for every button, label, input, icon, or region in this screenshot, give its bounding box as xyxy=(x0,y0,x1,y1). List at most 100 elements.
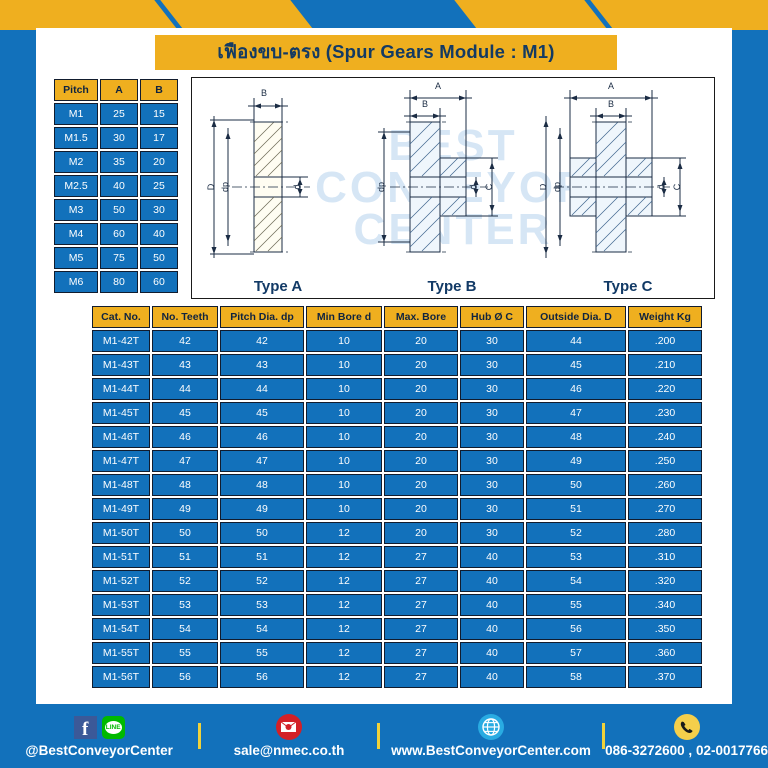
spec-cell-min-bore: 10 xyxy=(306,426,382,448)
footer-phone[interactable]: 086-3272600 , 02-0017766 xyxy=(605,704,768,768)
spec-cell-cat-no: M1-45T xyxy=(92,402,150,424)
top-chevron-band xyxy=(0,0,768,30)
dim-label-b: B xyxy=(422,99,428,109)
spec-cell-hub-dia: 30 xyxy=(460,474,524,496)
spec-cell-cat-no: M1-50T xyxy=(92,522,150,544)
spec-cell-max-bore: 20 xyxy=(384,498,458,520)
spec-cell-weight: .350 xyxy=(628,618,702,640)
table-row: M1-46T 46 46 10 20 30 48.240 xyxy=(92,426,702,448)
table-row: M4 60 40 xyxy=(54,223,178,245)
footer-divider xyxy=(376,723,380,749)
spec-cell-max-bore: 20 xyxy=(384,330,458,352)
table-row: M2.5 40 25 xyxy=(54,175,178,197)
spec-cell-max-bore: 27 xyxy=(384,618,458,640)
dim-label-a: A xyxy=(435,81,441,91)
line-icon[interactable]: LINE xyxy=(101,715,125,739)
spec-cell-hub-dia: 30 xyxy=(460,378,524,400)
spec-cell-max-bore: 27 xyxy=(384,570,458,592)
pitch-cell: 60 xyxy=(100,223,138,245)
spec-cell-pitch-dia: 48 xyxy=(220,474,304,496)
pitch-table: Pitch A B M1 25 15 M1.5 30 xyxy=(52,77,180,295)
dim-label-b: B xyxy=(261,88,267,98)
pitch-cell: M3 xyxy=(54,199,98,221)
spec-header-no-teeth: No. Teeth xyxy=(152,306,218,328)
spec-cell-weight: .230 xyxy=(628,402,702,424)
spec-cell-max-bore: 20 xyxy=(384,402,458,424)
spec-cell-pitch-dia: 55 xyxy=(220,642,304,664)
pitch-cell: 30 xyxy=(140,199,178,221)
spec-cell-no-teeth: 52 xyxy=(152,570,218,592)
spec-cell-min-bore: 10 xyxy=(306,474,382,496)
footer-email[interactable]: sale@nmec.co.th xyxy=(201,704,377,768)
spec-cell-max-bore: 20 xyxy=(384,378,458,400)
spec-cell-hub-dia: 40 xyxy=(460,642,524,664)
footer-social[interactable]: f LINE @BestConveyorCenter xyxy=(0,704,198,768)
spec-cell-cat-no: M1-55T xyxy=(92,642,150,664)
spec-cell-pitch-dia: 44 xyxy=(220,378,304,400)
type-a-drawing: B D dp d xyxy=(206,88,310,258)
phone-icon-wrap xyxy=(673,714,700,740)
pitch-cell: M1 xyxy=(54,103,98,125)
phone-icon[interactable] xyxy=(673,714,700,740)
footer-bar: f LINE @BestConveyorCenter sale@nmec.co.… xyxy=(0,704,768,768)
pitch-cell: 50 xyxy=(140,247,178,269)
spec-header-pitch-dia: Pitch Dia. dp xyxy=(220,306,304,328)
spec-cell-no-teeth: 50 xyxy=(152,522,218,544)
spec-cell-cat-no: M1-54T xyxy=(92,618,150,640)
spec-cell-hub-dia: 30 xyxy=(460,426,524,448)
spec-cell-no-teeth: 47 xyxy=(152,450,218,472)
spec-cell-no-teeth: 55 xyxy=(152,642,218,664)
table-row: M1-42T 42 42 10 20 30 44.200 xyxy=(92,330,702,352)
page-title: เฟืองขบ-ตรง (Spur Gears Module : M1) xyxy=(217,41,555,62)
table-row: M1 25 15 xyxy=(54,103,178,125)
spec-cell-weight: .210 xyxy=(628,354,702,376)
spec-cell-pitch-dia: 49 xyxy=(220,498,304,520)
spec-cell-min-bore: 10 xyxy=(306,402,382,424)
spec-cell-max-bore: 20 xyxy=(384,474,458,496)
table-row: M2 35 20 xyxy=(54,151,178,173)
table-row: M1-43T 43 43 10 20 30 45.210 xyxy=(92,354,702,376)
table-row: M3 50 30 xyxy=(54,199,178,221)
spec-cell-max-bore: 27 xyxy=(384,546,458,568)
pitch-cell: 17 xyxy=(140,127,178,149)
type-c-drawing: A B D dp d C xyxy=(540,81,686,258)
spec-cell-cat-no: M1-42T xyxy=(92,330,150,352)
pitch-cell: 60 xyxy=(140,271,178,293)
spec-cell-cat-no: M1-49T xyxy=(92,498,150,520)
spec-cell-outside-dia: 57 xyxy=(526,642,626,664)
spec-cell-hub-dia: 30 xyxy=(460,402,524,424)
pitch-cell: 35 xyxy=(100,151,138,173)
spec-cell-max-bore: 20 xyxy=(384,354,458,376)
table-row: M1-55T 55 55 12 27 40 57.360 xyxy=(92,642,702,664)
spec-cell-hub-dia: 40 xyxy=(460,618,524,640)
pitch-cell: 40 xyxy=(140,223,178,245)
pitch-header-pitch: Pitch xyxy=(54,79,98,101)
spec-cell-max-bore: 20 xyxy=(384,522,458,544)
spec-cell-pitch-dia: 43 xyxy=(220,354,304,376)
spec-cell-outside-dia: 44 xyxy=(526,330,626,352)
spec-cell-outside-dia: 55 xyxy=(526,594,626,616)
pitch-cell: 20 xyxy=(140,151,178,173)
spec-header-cat-no: Cat. No. xyxy=(92,306,150,328)
globe-icon[interactable] xyxy=(478,714,504,740)
spec-cell-outside-dia: 45 xyxy=(526,354,626,376)
content-panel: เฟืองขบ-ตรง (Spur Gears Module : M1) Pit… xyxy=(36,28,732,704)
email-icon[interactable] xyxy=(275,714,302,740)
dim-label-d-outer: D xyxy=(540,183,548,190)
spec-cell-max-bore: 27 xyxy=(384,642,458,664)
spec-cell-min-bore: 10 xyxy=(306,330,382,352)
pitch-cell: 40 xyxy=(100,175,138,197)
social-icons: f LINE xyxy=(73,714,125,740)
footer-website[interactable]: www.BestConveyorCenter.com xyxy=(380,704,603,768)
diagram-label-type-b: Type B xyxy=(427,278,477,295)
pitch-cell: 50 xyxy=(100,199,138,221)
spec-cell-outside-dia: 51 xyxy=(526,498,626,520)
pitch-cell: 25 xyxy=(140,175,178,197)
spec-header-min-bore: Min Bore d xyxy=(306,306,382,328)
facebook-icon[interactable]: f xyxy=(73,715,97,739)
spec-cell-no-teeth: 56 xyxy=(152,666,218,688)
spec-cell-outside-dia: 46 xyxy=(526,378,626,400)
spec-cell-hub-dia: 40 xyxy=(460,594,524,616)
spec-header-hub-dia: Hub Ø C xyxy=(460,306,524,328)
spec-cell-pitch-dia: 45 xyxy=(220,402,304,424)
